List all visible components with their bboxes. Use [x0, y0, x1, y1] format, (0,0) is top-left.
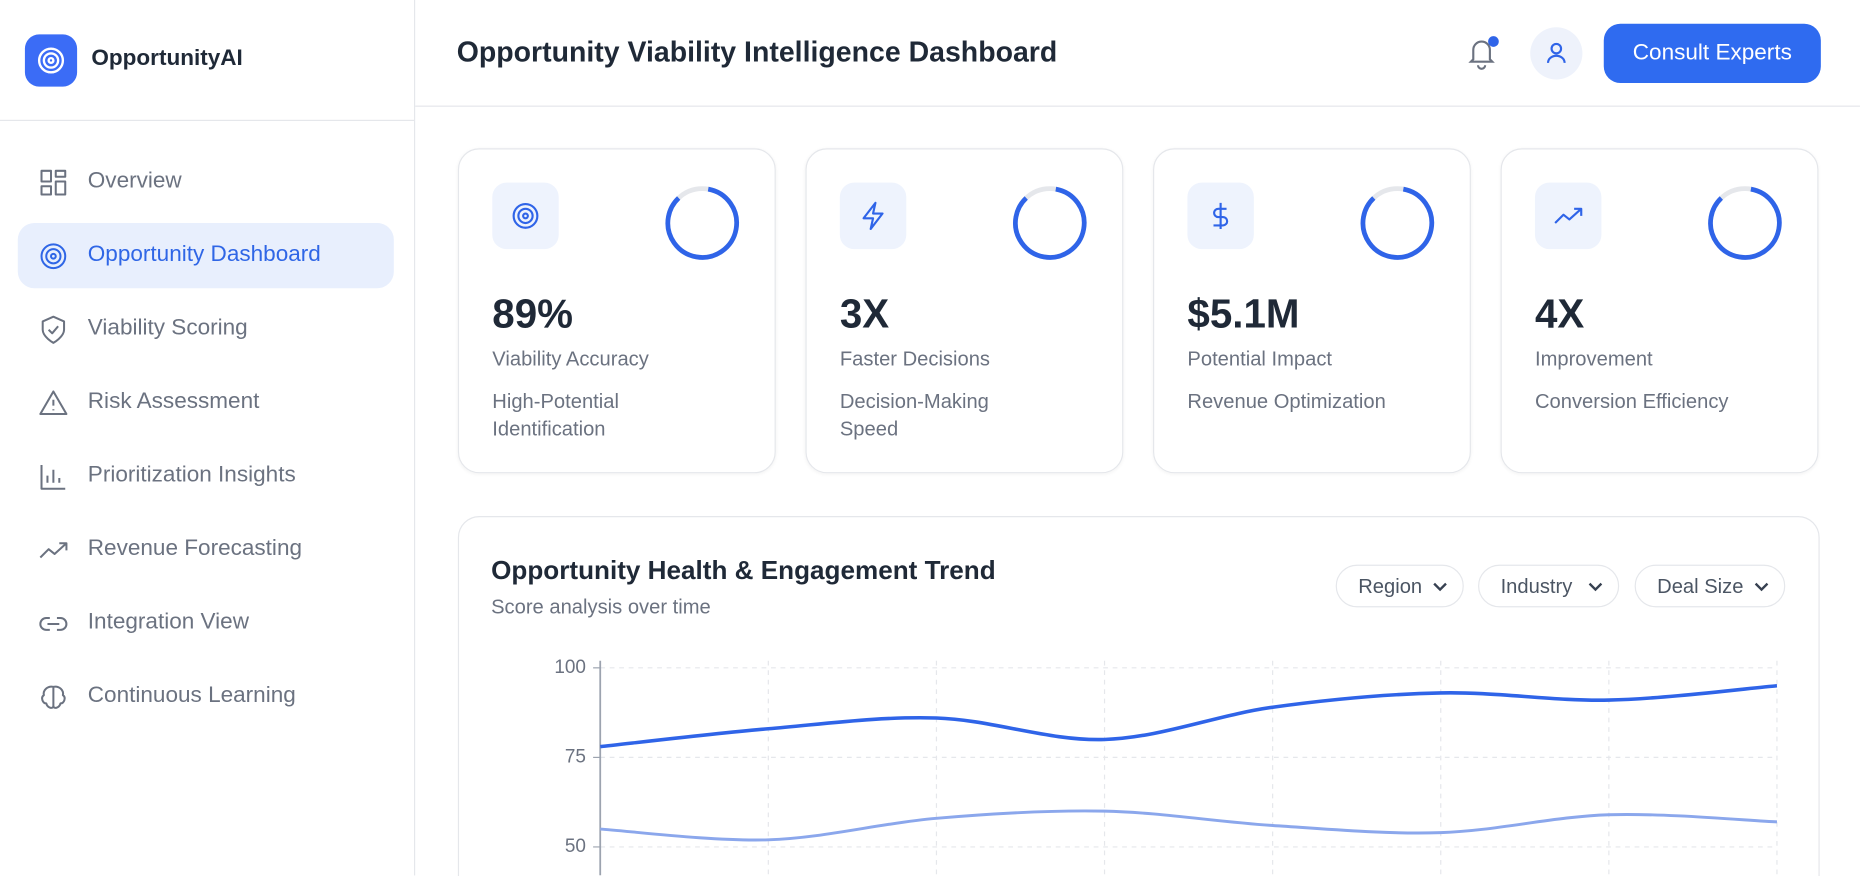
card-label: Viability Accuracy: [492, 347, 649, 371]
nav-icon: [40, 243, 67, 270]
nav-icon: [39, 617, 68, 631]
card-label: Improvement: [1534, 347, 1653, 371]
icon: [1213, 202, 1229, 229]
nav-item[interactable]: Viability Scoring: [18, 297, 394, 362]
card-detail: Decision-Making Speed: [839, 390, 989, 441]
page-title: Opportunity Viability Intelligence Dashb…: [456, 36, 1058, 69]
card-value: 4X: [1534, 291, 1585, 337]
stat-card: 3X Faster Decisions Decision-Making Speed: [805, 148, 1124, 474]
logo: [24, 34, 78, 87]
stat-card: 4X Improvement Conversion Efficiency: [1500, 148, 1819, 474]
card-icon: [839, 182, 907, 250]
nav-label: Prioritization Insights: [87, 462, 296, 488]
nav-label: Continuous Learning: [87, 683, 296, 709]
icon: [512, 202, 539, 229]
nav-label: Opportunity Dashboard: [87, 241, 321, 267]
y-tick-label: 50: [565, 836, 586, 857]
nav-icon: [40, 464, 66, 490]
filter-select[interactable]: Region: [1335, 564, 1464, 608]
card-value: 3X: [839, 291, 890, 337]
progress-ring: [1708, 186, 1782, 260]
notifications[interactable]: [1466, 33, 1502, 71]
stat-card: $5.1M Potential Impact Revenue Optimizatio…: [1153, 148, 1471, 474]
card-value: $5.1M: [1187, 291, 1300, 337]
nav-item[interactable]: Continuous Learning: [18, 664, 394, 729]
card-icon: [492, 182, 559, 250]
card-detail: High-Potential Identification: [492, 390, 619, 441]
chevron: [1588, 582, 1603, 592]
brand: OpportunityAI: [91, 46, 243, 72]
chart-panel: [457, 516, 1820, 876]
nav-item[interactable]: Overview: [18, 149, 394, 214]
card-label: Potential Impact: [1187, 347, 1333, 371]
card-detail: Conversion Efficiency: [1534, 390, 1729, 413]
nav-item[interactable]: Risk Assessment: [18, 370, 394, 435]
filter-select[interactable]: Deal Size: [1634, 564, 1786, 608]
card-icon: [1187, 182, 1254, 250]
series-line: [600, 683, 1778, 749]
avatar[interactable]: [1530, 27, 1583, 80]
nav-icon: [39, 542, 68, 559]
nav-label: Viability Scoring: [87, 315, 248, 341]
nav-item[interactable]: Prioritization Insights: [18, 444, 394, 509]
card-value: 89%: [492, 291, 574, 337]
panel-subtitle: Score analysis over time: [491, 595, 711, 619]
nav-icon: [41, 685, 66, 709]
consult-button[interactable]: Consult Experts: [1603, 23, 1821, 84]
chevron: [1754, 582, 1769, 592]
divider: [0, 119, 414, 121]
progress-ring: [1360, 186, 1435, 260]
panel-title: Opportunity Health & Engagement Trend: [491, 555, 996, 585]
nav-icon: [39, 390, 68, 415]
filter-label: Region: [1358, 575, 1423, 598]
nav-icon: [40, 169, 67, 196]
nav-icon: [41, 315, 66, 344]
nav-label: Revenue Forecasting: [87, 536, 303, 562]
header-border: [415, 105, 1860, 107]
nav-item[interactable]: Opportunity Dashboard: [17, 223, 394, 289]
filter-label: Deal Size: [1657, 575, 1744, 598]
nav-item[interactable]: Revenue Forecasting: [18, 517, 394, 582]
filter-label: Industry: [1500, 575, 1573, 598]
nav-item[interactable]: Integration View: [18, 591, 394, 656]
card-label: Faster Decisions: [839, 347, 991, 371]
nav-label: Overview: [87, 168, 182, 194]
stat-card: 89% Viability Accuracy High-Potential Iden…: [457, 148, 776, 474]
series-line: [600, 809, 1778, 842]
icon: [1554, 207, 1583, 224]
sidebar: OpportunityAI Overview Opportunity Dashbo…: [0, 0, 416, 876]
filter-select[interactable]: Industry: [1478, 564, 1620, 608]
card-detail: Revenue Optimization: [1187, 390, 1386, 413]
y-tick-label: 100: [554, 657, 586, 678]
card-icon: [1534, 182, 1602, 250]
icon: [862, 201, 884, 231]
nav-label: Integration View: [87, 609, 249, 635]
nav-label: Risk Assessment: [87, 389, 260, 414]
progress-ring: [1013, 186, 1087, 260]
chevron: [1433, 582, 1447, 592]
progress-ring: [665, 186, 740, 260]
y-tick-label: 75: [565, 746, 586, 767]
